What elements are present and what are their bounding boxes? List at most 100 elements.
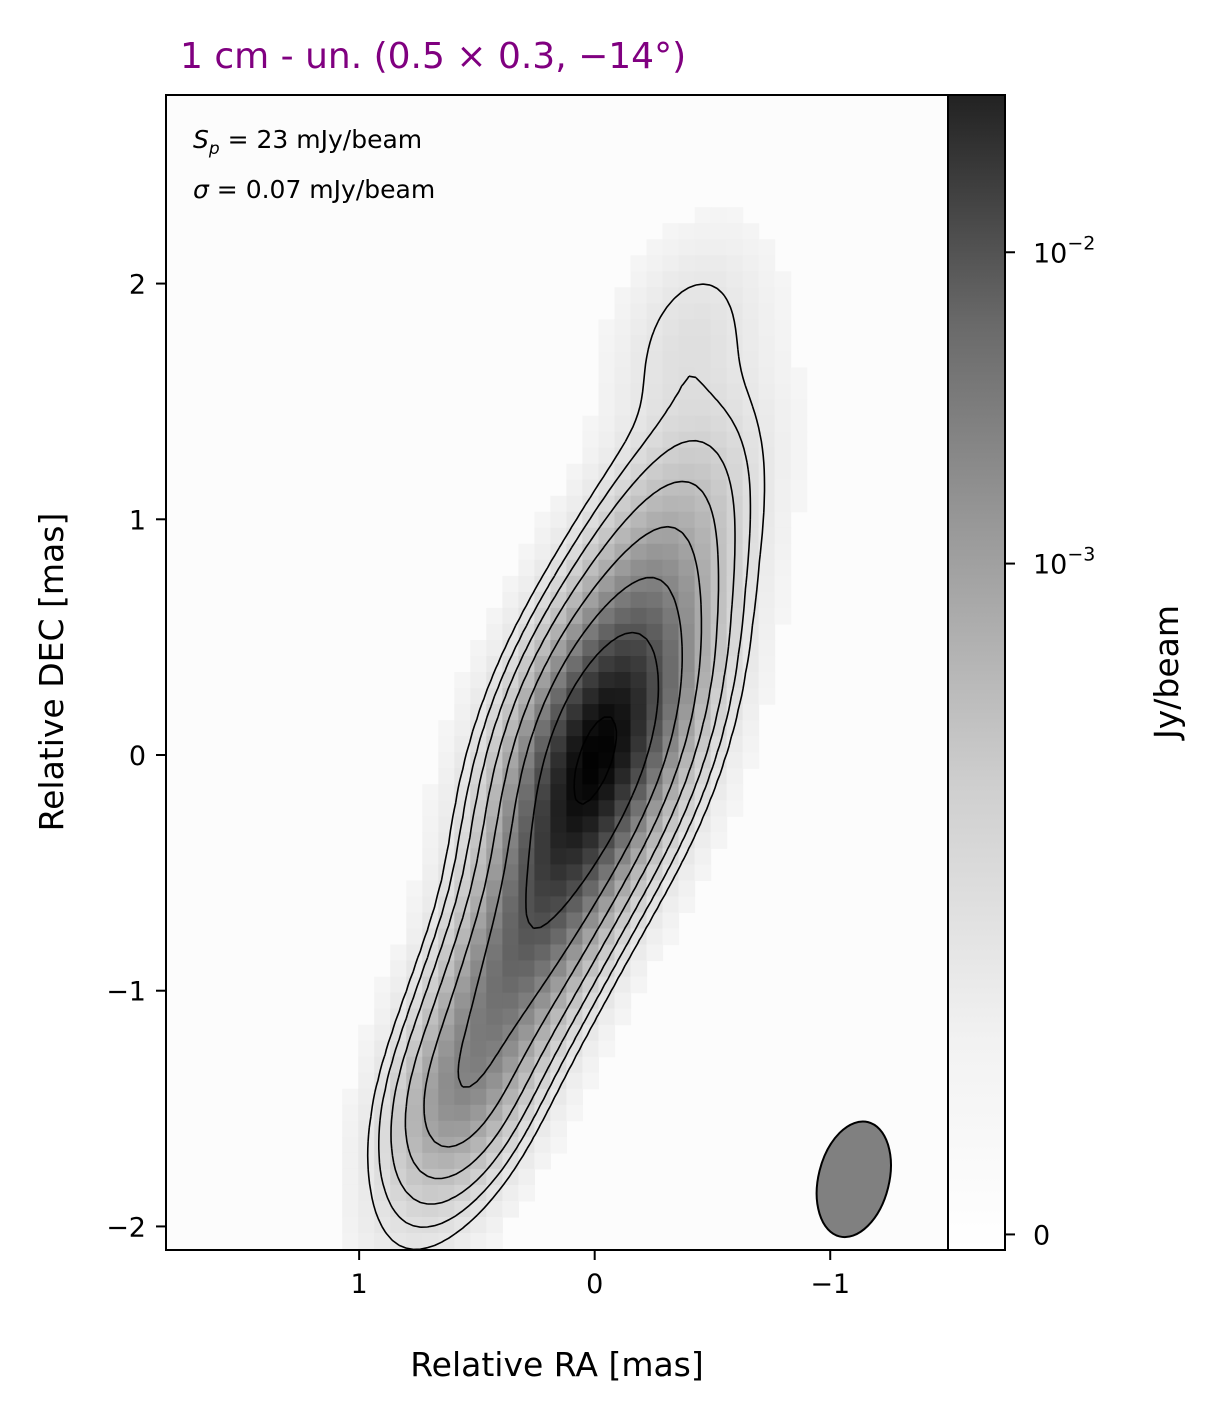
map-pixel	[726, 271, 744, 288]
map-pixel	[518, 543, 535, 561]
map-pixel	[662, 656, 680, 673]
map-pixel	[374, 1217, 391, 1234]
map-pixel	[758, 623, 776, 641]
map-pixel	[470, 976, 487, 994]
map-pixel	[550, 816, 567, 833]
map-pixel	[502, 1152, 519, 1170]
map-pixel	[550, 1024, 567, 1042]
map-pixel	[678, 303, 696, 320]
map-pixel	[614, 816, 632, 833]
map-pixel	[454, 1088, 471, 1106]
map-pixel	[758, 463, 776, 481]
map-pixel	[662, 367, 680, 385]
map-pixel	[790, 431, 808, 449]
map-pixel	[486, 960, 503, 978]
map-pixel	[422, 1088, 439, 1106]
map-pixel	[614, 287, 632, 304]
map-pixel	[710, 832, 728, 849]
map-pixel	[582, 800, 599, 817]
map-pixel	[582, 479, 599, 497]
map-pixel	[518, 1040, 535, 1058]
map-pixel	[758, 255, 776, 272]
map-pixel	[502, 896, 519, 913]
map-pixel	[566, 720, 583, 737]
map-pixel	[662, 896, 680, 913]
map-pixel	[390, 1249, 407, 1250]
map-pixel	[758, 303, 776, 320]
map-pixel	[502, 672, 519, 689]
map-pixel	[790, 495, 808, 513]
map-pixel	[598, 880, 616, 897]
map-pixel	[790, 479, 808, 497]
map-pixel	[758, 640, 776, 657]
map-pixel	[758, 575, 776, 593]
map-pixel	[662, 495, 680, 513]
map-pixel	[486, 752, 503, 769]
map-pixel	[550, 1120, 567, 1138]
map-pixel	[550, 656, 567, 673]
map-pixel	[614, 527, 632, 545]
map-pixel	[454, 752, 471, 769]
map-pixel	[758, 335, 776, 352]
map-pixel	[470, 1056, 487, 1074]
map-pixel	[582, 447, 599, 465]
map-pixel	[630, 495, 648, 513]
map-pixel	[518, 575, 535, 593]
map-pixel	[518, 816, 535, 833]
map-pixel	[518, 800, 535, 817]
map-pixel	[534, 1152, 551, 1170]
map-pixel	[662, 287, 680, 304]
map-pixel	[374, 1104, 391, 1122]
map-pixel	[342, 1104, 359, 1122]
map-pixel	[662, 768, 680, 785]
map-pixel	[454, 800, 471, 817]
map-pixel	[454, 1249, 471, 1250]
map-pixel	[758, 399, 776, 417]
map-pixel	[678, 864, 696, 881]
map-pixel	[534, 1136, 551, 1154]
map-pixel	[582, 704, 599, 721]
map-pixel	[518, 960, 535, 978]
map-pixel	[742, 255, 760, 272]
map-pixel	[422, 1249, 439, 1250]
map-pixel	[598, 640, 616, 657]
map-pixel	[742, 623, 760, 641]
map-pixel	[486, 880, 503, 897]
map-pixel	[646, 656, 664, 673]
map-pixel	[454, 992, 471, 1010]
map-pixel	[518, 1072, 535, 1090]
map-pixel	[518, 1152, 535, 1170]
map-pixel	[726, 768, 744, 785]
map-pixel	[774, 431, 792, 449]
map-pixel	[518, 559, 535, 577]
map-pixel	[694, 447, 712, 465]
map-pixel	[342, 1120, 359, 1138]
map-pixel	[342, 1233, 359, 1250]
map-pixel	[406, 1152, 423, 1170]
map-pixel	[614, 800, 632, 817]
map-pixel	[646, 511, 664, 529]
map-pixel	[646, 399, 664, 417]
map-pixel	[742, 271, 760, 288]
map-pixel	[438, 832, 455, 849]
map-pixel	[390, 1233, 407, 1250]
map-pixel	[630, 479, 648, 497]
map-pixel	[518, 832, 535, 849]
map-pixel	[598, 399, 616, 417]
map-pixel	[742, 640, 760, 657]
map-pixel	[742, 319, 760, 336]
map-pixel	[342, 1217, 359, 1234]
map-pixel	[438, 1008, 455, 1026]
map-pixel	[694, 688, 712, 705]
map-pixel	[614, 383, 632, 401]
map-pixel	[662, 640, 680, 657]
map-pixel	[502, 960, 519, 978]
map-pixel	[470, 1088, 487, 1106]
map-pixel	[646, 768, 664, 785]
map-pixel	[662, 511, 680, 529]
map-pixel	[742, 736, 760, 753]
map-pixel	[438, 1136, 455, 1154]
map-pixel	[726, 463, 744, 481]
map-pixel	[678, 623, 696, 641]
